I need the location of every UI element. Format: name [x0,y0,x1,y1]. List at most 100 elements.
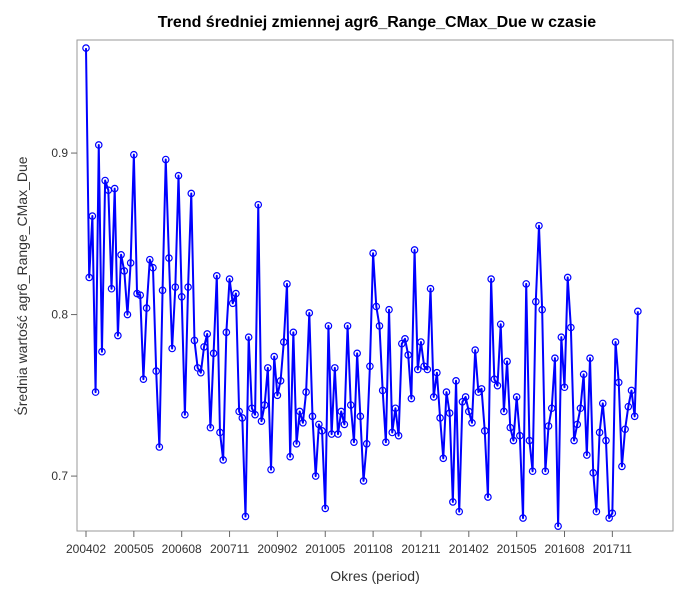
data-point [254,200,263,209]
data-point [343,322,352,330]
data-point [570,436,578,445]
x-tick-label: 200902 [257,542,297,556]
data-point [165,254,173,262]
data-point [200,343,208,351]
data-point [257,417,266,425]
data-point [487,275,495,283]
data-point [190,336,199,345]
data-point [576,404,585,413]
data-point [283,280,291,288]
x-tick-label: 201108 [354,542,393,556]
data-point [627,386,636,395]
data-point [238,414,247,422]
data-point [203,330,212,338]
data-point [407,394,416,403]
data-point [94,141,103,149]
data-point [433,368,441,377]
data-point [334,430,342,438]
data-point [522,280,531,288]
data-point [512,393,521,401]
data-point [311,472,320,480]
data-point [155,443,164,451]
data-point [531,297,540,306]
data-point [187,189,196,198]
data-point [461,393,470,401]
data-point [130,150,138,159]
data-point [222,328,231,337]
y-tick-label: 0.9 [51,146,68,160]
data-point [235,407,243,416]
data-point [595,428,604,437]
data-point [602,436,610,445]
data-point [216,428,224,437]
data-point [209,349,218,358]
data-point [251,410,259,419]
data-point [212,272,221,280]
data-point [372,302,381,311]
data-point [391,404,400,413]
data-point [608,509,617,518]
data-point [123,310,132,319]
plot-frame [76,39,674,532]
data-point [139,375,148,383]
data-point [464,407,473,416]
y-axis-label: Średnia wartość agr6_Range_CMax_Due [13,156,30,415]
data-point [228,299,237,308]
x-tick-label: 201711 [593,542,632,556]
data-point [557,333,566,341]
x-tick-label: 200608 [162,542,202,556]
data-point [378,386,387,395]
data-point [442,388,451,396]
data-point [385,305,393,314]
data-point [579,370,588,379]
data-point [197,368,205,377]
data-point [592,507,601,516]
data-point [471,346,479,354]
x-tick-label: 201608 [544,542,584,556]
data-point [477,385,486,393]
data-point [493,381,502,390]
series-line [85,48,639,528]
data-point [289,328,298,337]
data-point [503,357,511,366]
data-point [248,404,256,413]
data-point [181,410,189,419]
data-point [356,412,365,421]
data-point [621,425,629,434]
data-point [219,456,227,464]
data-point [120,267,129,275]
data-point [417,338,425,346]
data-point [244,333,253,341]
data-point [452,376,460,385]
data-point [149,263,157,272]
x-axis-label: Okres (period) [330,568,419,584]
data-point [410,246,419,254]
data-point [375,322,384,330]
data-point [308,412,317,421]
data-point [295,407,304,416]
data-point [146,255,154,264]
data-point [171,283,180,291]
data-point [337,407,346,416]
x-tick-label: 201211 [401,542,440,556]
x-tick-label: 201005 [305,542,345,556]
data-point [142,304,151,312]
data-point [279,338,288,346]
data-point [232,289,240,298]
data-point [366,362,374,371]
data-point [538,305,546,314]
data-point [624,402,633,411]
data-point [480,427,489,435]
data-point [586,354,594,362]
data-point [88,212,97,220]
data-point [547,404,556,413]
x-axis: 200402 200505 200608 200711 200902 201005 2011… [66,531,632,556]
data-point [359,477,368,485]
data-point [449,498,457,506]
data-point [161,155,170,164]
data-point [117,251,125,259]
data-point [583,451,591,459]
data-point [362,439,371,448]
data-point [353,349,361,358]
